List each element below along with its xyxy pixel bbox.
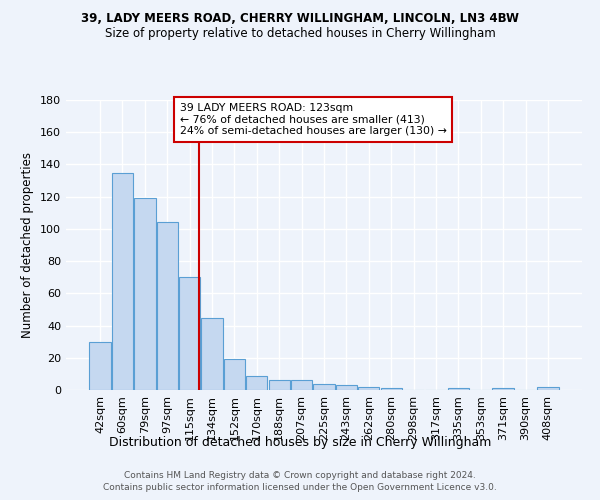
Text: 39, LADY MEERS ROAD, CHERRY WILLINGHAM, LINCOLN, LN3 4BW: 39, LADY MEERS ROAD, CHERRY WILLINGHAM, … (81, 12, 519, 26)
Bar (537, 387, 559, 390)
Text: 39 LADY MEERS ROAD: 123sqm
← 76% of detached houses are smaller (413)
24% of sem: 39 LADY MEERS ROAD: 123sqm ← 76% of deta… (179, 103, 446, 136)
Text: Contains HM Land Registry data © Crown copyright and database right 2024.: Contains HM Land Registry data © Crown c… (124, 470, 476, 480)
Bar (202, 318, 223, 390)
Bar (380, 388, 402, 390)
Bar (291, 380, 312, 390)
Bar (269, 380, 290, 390)
Bar (179, 277, 200, 390)
Bar (89, 342, 111, 390)
Bar (224, 360, 245, 390)
Bar (134, 198, 155, 390)
Text: Contains public sector information licensed under the Open Government Licence v3: Contains public sector information licen… (103, 483, 497, 492)
Bar (358, 387, 379, 390)
Bar (313, 384, 335, 390)
Text: Distribution of detached houses by size in Cherry Willingham: Distribution of detached houses by size … (109, 436, 491, 449)
Text: Size of property relative to detached houses in Cherry Willingham: Size of property relative to detached ho… (104, 28, 496, 40)
Bar (336, 385, 357, 390)
Bar (493, 388, 514, 390)
Bar (112, 172, 133, 390)
Bar (448, 388, 469, 390)
Bar (157, 222, 178, 390)
Y-axis label: Number of detached properties: Number of detached properties (22, 152, 34, 338)
Bar (246, 376, 268, 390)
